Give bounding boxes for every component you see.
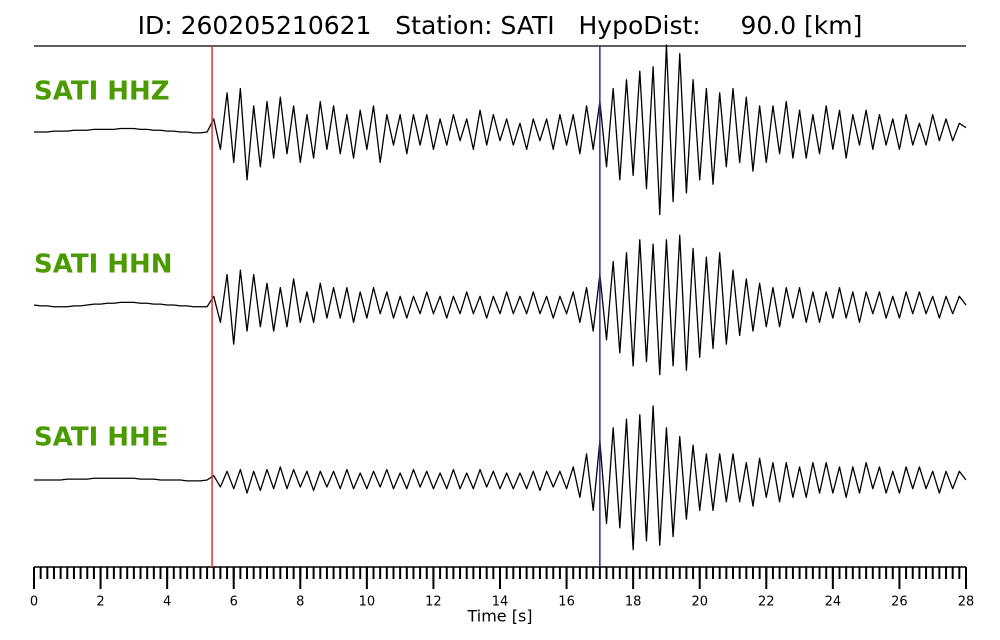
trace	[33, 234, 967, 376]
x-tick-label: 16	[558, 595, 575, 610]
x-tick-label: 18	[625, 595, 642, 610]
x-tick-label: 10	[359, 595, 376, 610]
x-axis-label: Time [s]	[466, 607, 532, 626]
x-tick-label: 20	[691, 595, 708, 610]
x-tick-label: 12	[425, 595, 442, 610]
x-tick-label: 4	[163, 595, 171, 610]
x-tick-label: 22	[758, 595, 775, 610]
x-tick-label: 6	[230, 595, 238, 610]
x-tick-label: 28	[958, 595, 975, 610]
x-tick-label: 8	[296, 595, 304, 610]
trace-label: SATI HHZ	[34, 77, 170, 107]
trace	[34, 44, 967, 216]
trace	[34, 405, 967, 551]
trace-label: SATI HHN	[34, 250, 173, 280]
x-tick-label: 26	[891, 595, 908, 610]
trace-label: SATI HHE	[34, 423, 169, 453]
x-tick-label: 24	[825, 595, 842, 610]
x-tick-label: 14	[492, 595, 509, 610]
chart-title: ID: 260205210621 Station: SATI HypoDist:…	[138, 11, 863, 40]
x-tick-label: 0	[30, 595, 38, 610]
x-tick-label: 2	[96, 595, 104, 610]
